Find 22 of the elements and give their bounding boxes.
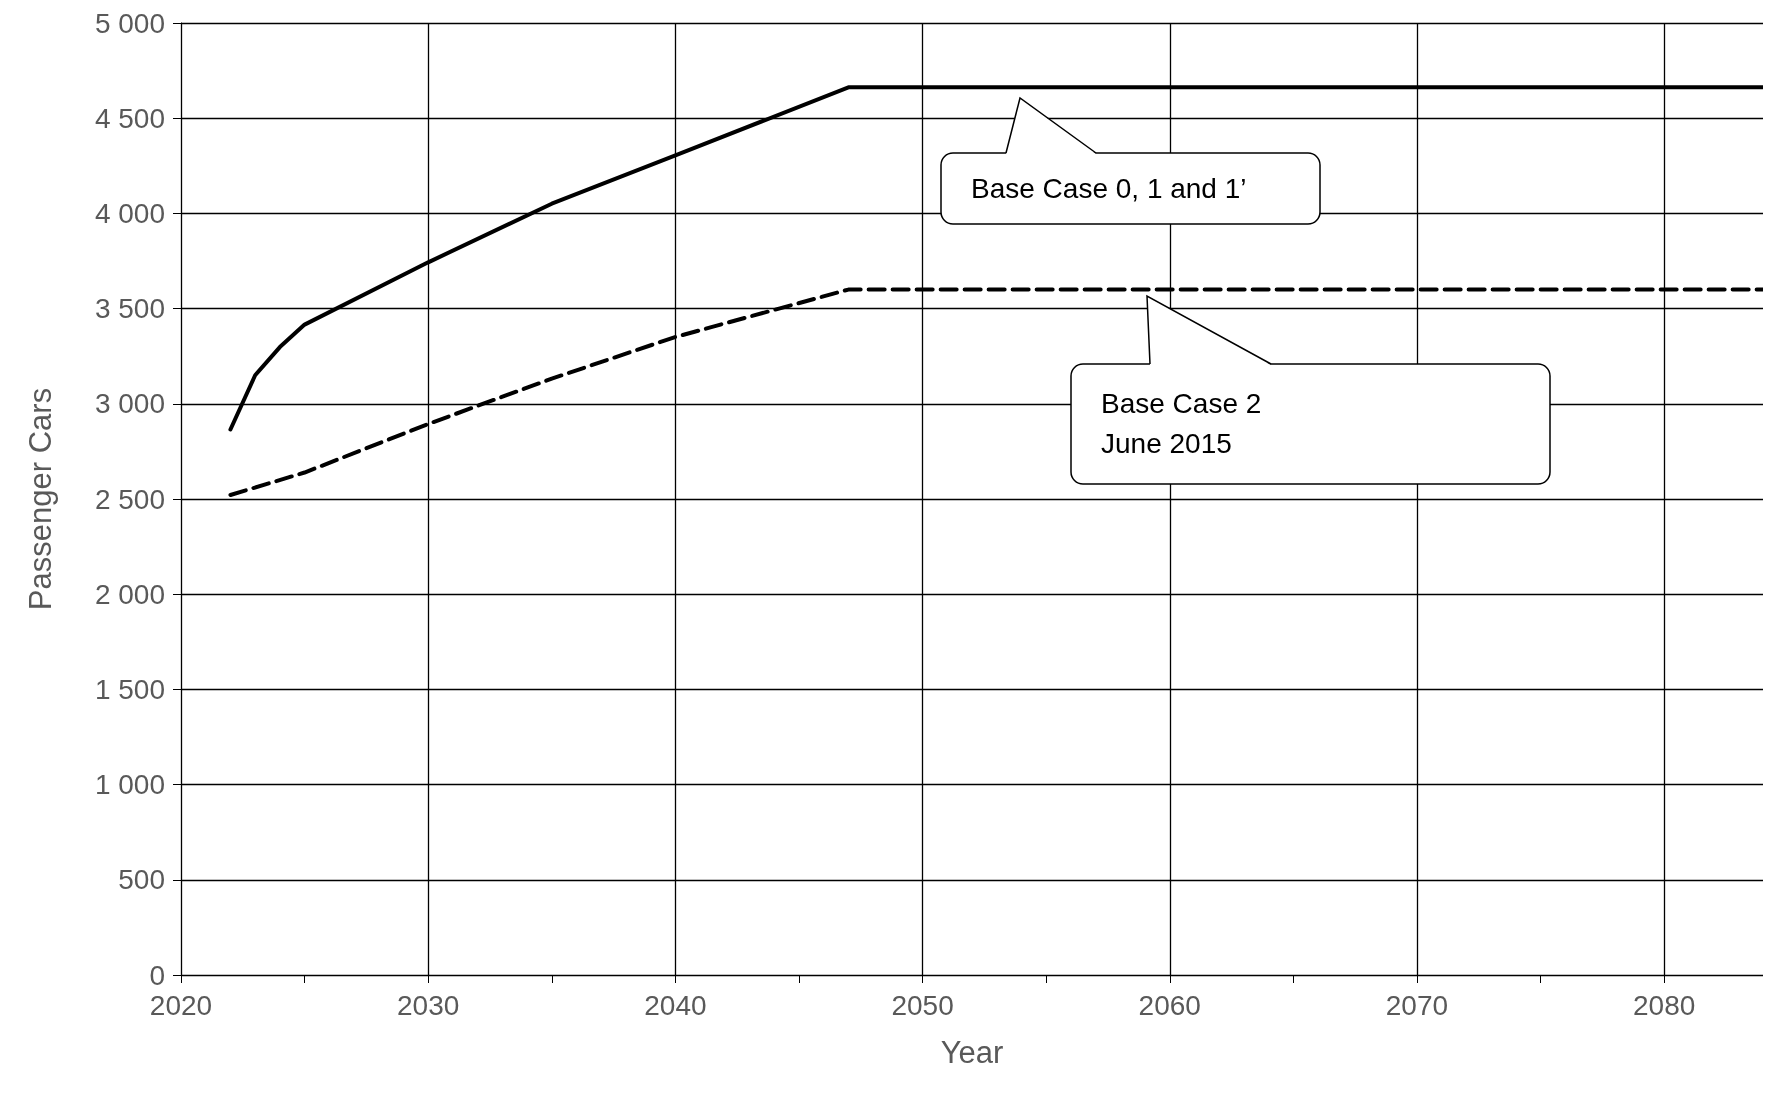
annotation: Base Case 0, 1 and 1’ bbox=[971, 171, 1247, 206]
y-tick-label: 3 000 bbox=[94, 388, 165, 420]
x-tick-label: 2080 bbox=[1632, 989, 1696, 1021]
y-tick-label: 4 500 bbox=[94, 102, 165, 134]
y-tick-label: 2 000 bbox=[94, 578, 165, 610]
y-tick-label: 0 bbox=[149, 959, 165, 991]
x-axis-title: Year bbox=[940, 1035, 1004, 1070]
x-tick-label: 2050 bbox=[891, 989, 954, 1021]
y-axis-title: Passenger Cars bbox=[23, 387, 58, 611]
y-tick-label: 3 500 bbox=[94, 293, 165, 325]
y-tick-label: 1 500 bbox=[94, 673, 165, 705]
annotation: Base Case 2 June 2015 bbox=[1101, 387, 1262, 461]
x-tick-label: 2070 bbox=[1385, 989, 1449, 1021]
y-tick-label: 5 000 bbox=[94, 7, 165, 39]
x-tick-label: 2060 bbox=[1138, 989, 1201, 1021]
x-tick-label: 2030 bbox=[397, 989, 460, 1021]
y-tick-label: 1 000 bbox=[94, 769, 165, 801]
y-tick-label: 4 000 bbox=[94, 197, 165, 229]
x-tick-label: 2020 bbox=[149, 989, 213, 1021]
y-tick-label: 500 bbox=[118, 864, 165, 896]
y-tick-label: 2 500 bbox=[94, 483, 165, 515]
x-tick-label: 2040 bbox=[644, 989, 707, 1021]
